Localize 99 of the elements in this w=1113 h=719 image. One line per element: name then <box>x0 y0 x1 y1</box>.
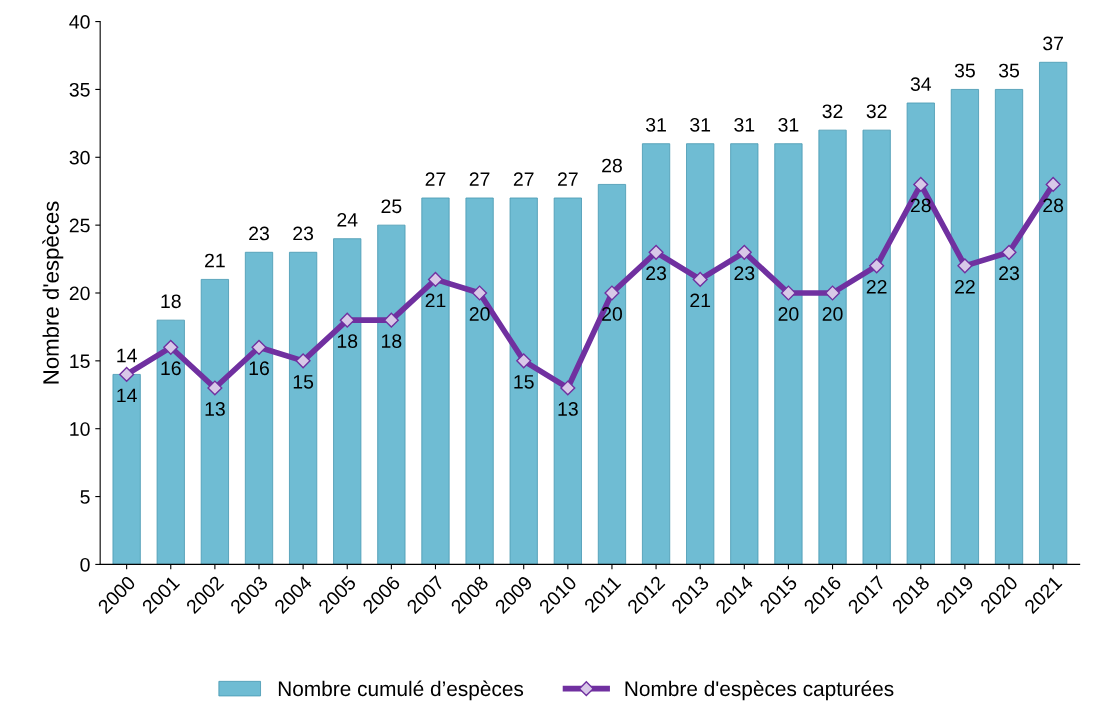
point <box>869 258 885 274</box>
bar <box>641 143 671 565</box>
y-tick-label: 40 <box>69 15 90 29</box>
data-label: 21 <box>425 293 446 308</box>
data-label: 31 <box>734 117 755 132</box>
bar <box>1039 61 1068 565</box>
point <box>339 312 355 328</box>
data-label: 31 <box>646 117 666 132</box>
bar <box>950 89 979 565</box>
bar <box>244 251 274 565</box>
point <box>251 339 267 355</box>
point <box>913 176 929 192</box>
data-label: 13 <box>558 402 578 416</box>
data-label: 35 <box>998 63 1020 78</box>
data-label: 27 <box>425 172 446 186</box>
data-label: 15 <box>514 375 534 389</box>
bar <box>289 251 318 565</box>
point <box>824 285 841 301</box>
data-label: 18 <box>161 294 181 309</box>
y-tick-label: 20 <box>69 286 90 301</box>
bar <box>200 279 229 565</box>
data-label: 23 <box>249 226 269 241</box>
bar <box>686 143 715 565</box>
data-label: 32 <box>822 104 843 119</box>
legend-label: Nombre d'espèces capturées <box>625 680 894 701</box>
data-label: 27 <box>558 172 578 186</box>
data-label: 20 <box>822 307 843 321</box>
data-label: 16 <box>161 361 181 376</box>
data-label: 35 <box>954 63 975 78</box>
bar <box>465 197 494 565</box>
data-label: 28 <box>1043 198 1064 213</box>
bar <box>994 89 1024 565</box>
data-label: 21 <box>205 253 225 268</box>
y-tick-label: 0 <box>80 557 90 572</box>
point <box>163 339 179 355</box>
y-tick-label: 5 <box>80 490 90 504</box>
data-label: 13 <box>205 402 225 416</box>
data-label: 18 <box>382 334 402 348</box>
data-label: 20 <box>778 307 799 321</box>
bar <box>553 197 582 565</box>
point <box>560 380 576 396</box>
point <box>780 285 796 301</box>
data-label: 32 <box>866 104 887 119</box>
data-label: 21 <box>690 293 711 308</box>
data-label: 16 <box>249 361 269 376</box>
y-tick-label: 35 <box>69 82 90 97</box>
point <box>119 366 135 382</box>
data-label: 28 <box>602 158 622 173</box>
data-label: 18 <box>337 334 358 348</box>
point <box>604 285 620 301</box>
data-label: 22 <box>866 279 887 294</box>
bar <box>862 129 891 565</box>
point <box>1001 244 1017 260</box>
bar <box>906 102 935 565</box>
y-tick-label: 15 <box>70 354 90 369</box>
point <box>648 244 664 260</box>
data-label: 31 <box>778 117 799 132</box>
point <box>516 353 532 369</box>
legend-label: Nombre cumulé d’espèces <box>278 680 524 701</box>
data-label: 27 <box>513 172 534 186</box>
data-label: 23 <box>293 226 314 241</box>
bar <box>156 319 185 565</box>
data-label: 34 <box>910 77 932 92</box>
bar <box>774 143 803 565</box>
data-label: 23 <box>999 266 1019 281</box>
data-label: 20 <box>469 307 490 321</box>
bar <box>112 374 141 565</box>
point <box>692 271 708 287</box>
bar <box>333 238 362 565</box>
bar <box>597 184 627 565</box>
y-tick-label: 25 <box>69 218 90 233</box>
point <box>957 258 973 274</box>
bar <box>818 129 847 565</box>
point <box>383 312 399 328</box>
point <box>427 271 444 287</box>
data-label: 24 <box>337 212 358 227</box>
bar <box>421 197 450 565</box>
data-label: 25 <box>381 199 402 214</box>
data-label: 23 <box>734 266 755 281</box>
data-label: 31 <box>690 117 711 132</box>
point <box>207 380 223 396</box>
point <box>1045 176 1061 192</box>
y-axis-title: Nombre d'espèces <box>42 201 64 384</box>
data-label: 27 <box>469 172 490 186</box>
data-label: 14 <box>117 388 137 403</box>
bar <box>730 143 759 565</box>
data-label: 23 <box>646 266 667 281</box>
point <box>472 285 488 301</box>
data-label: 28 <box>910 198 931 213</box>
point <box>295 353 311 369</box>
bar <box>377 224 406 565</box>
data-label: 15 <box>293 375 314 389</box>
data-label: 22 <box>955 279 975 294</box>
bar <box>509 197 538 565</box>
point <box>736 244 752 260</box>
y-tick-label: 30 <box>69 150 90 165</box>
data-label: 37 <box>1043 36 1063 51</box>
y-tick-label: 10 <box>70 422 90 436</box>
data-label: 14 <box>117 348 137 363</box>
